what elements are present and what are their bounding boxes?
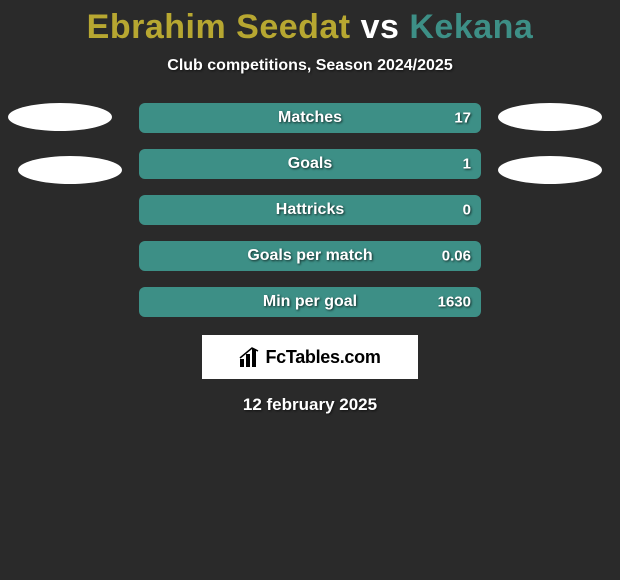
decorative-ellipse: [8, 103, 112, 131]
stat-value-player2: 0: [463, 202, 471, 219]
stat-value-player2: 17: [454, 110, 471, 127]
stat-label: Matches: [278, 109, 342, 127]
brand-text: FcTables.com: [265, 347, 380, 368]
stat-row: Min per goal 1630: [139, 287, 481, 317]
page-title: Ebrahim Seedat vs Kekana: [0, 0, 620, 47]
stat-row: Hattricks 0: [139, 195, 481, 225]
brand-badge: FcTables.com: [202, 335, 418, 379]
stat-label: Goals: [288, 155, 332, 173]
title-part: Ebrahim Seedat: [87, 8, 351, 46]
stat-label: Hattricks: [276, 201, 344, 219]
footer-date: 12 february 2025: [0, 395, 620, 415]
decorative-ellipse: [498, 156, 602, 184]
stat-row: Goals 1: [139, 149, 481, 179]
stat-value-player2: 1: [463, 156, 471, 173]
decorative-ellipse: [18, 156, 122, 184]
stat-value-player2: 1630: [438, 294, 471, 311]
stat-label: Goals per match: [247, 247, 372, 265]
decorative-ellipse: [498, 103, 602, 131]
stat-value-player2: 0.06: [442, 248, 471, 265]
title-part: vs: [351, 8, 410, 46]
stat-label: Min per goal: [263, 293, 357, 311]
stat-row: Goals per match 0.06: [139, 241, 481, 271]
comparison-chart: Matches 17 Goals 1 Hattricks 0 Goals per match…: [0, 103, 620, 317]
subtitle: Club competitions, Season 2024/2025: [0, 57, 620, 75]
stat-row: Matches 17: [139, 103, 481, 133]
title-part: Kekana: [409, 8, 533, 46]
bar-chart-icon: [239, 347, 261, 367]
